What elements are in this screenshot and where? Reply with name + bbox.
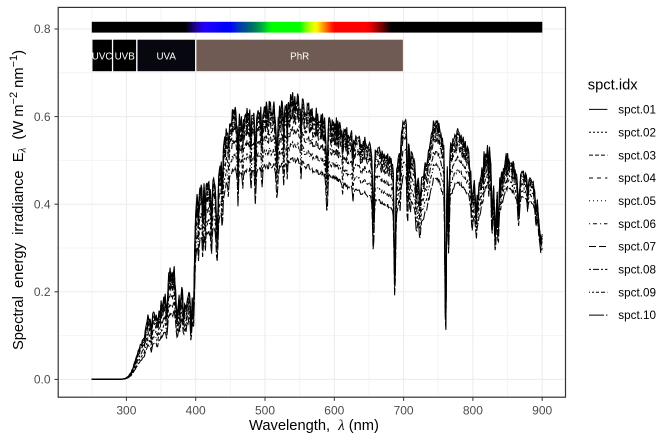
svg-text:Spectral energy irradiance: Spectral energy irradiance Eλ (W m−2 nm−… [8, 50, 29, 350]
svg-text:0.6: 0.6 [34, 110, 51, 124]
svg-text:900: 900 [532, 403, 552, 417]
svg-text:spct.02: spct.02 [618, 126, 656, 139]
svg-text:0.2: 0.2 [34, 285, 51, 299]
svg-text:600: 600 [324, 403, 344, 417]
svg-text:spct.idx: spct.idx [588, 77, 638, 93]
svg-text:UVC: UVC [92, 52, 113, 63]
svg-text:800: 800 [463, 403, 483, 417]
svg-text:500: 500 [255, 403, 275, 417]
svg-text:0.4: 0.4 [34, 197, 51, 211]
svg-text:spct.04: spct.04 [618, 172, 656, 185]
svg-text:spct.07: spct.07 [618, 241, 656, 254]
svg-text:UVA: UVA [156, 52, 176, 63]
svg-text:spct.01: spct.01 [618, 104, 656, 117]
svg-text:Wavelength, λ (nm): Wavelength, λ (nm) [249, 418, 379, 434]
svg-text:spct.08: spct.08 [618, 264, 656, 277]
svg-text:0.8: 0.8 [34, 22, 51, 36]
svg-text:spct.05: spct.05 [618, 195, 656, 208]
svg-text:spct.03: spct.03 [618, 149, 656, 162]
svg-text:400: 400 [186, 403, 206, 417]
svg-text:PhR: PhR [290, 52, 309, 63]
svg-text:spct.09: spct.09 [618, 286, 656, 299]
svg-text:300: 300 [116, 403, 136, 417]
svg-text:spct.10: spct.10 [618, 309, 656, 322]
svg-text:700: 700 [394, 403, 414, 417]
svg-text:UVB: UVB [115, 52, 136, 63]
svg-text:0.0: 0.0 [34, 373, 51, 387]
svg-text:spct.06: spct.06 [618, 218, 656, 231]
